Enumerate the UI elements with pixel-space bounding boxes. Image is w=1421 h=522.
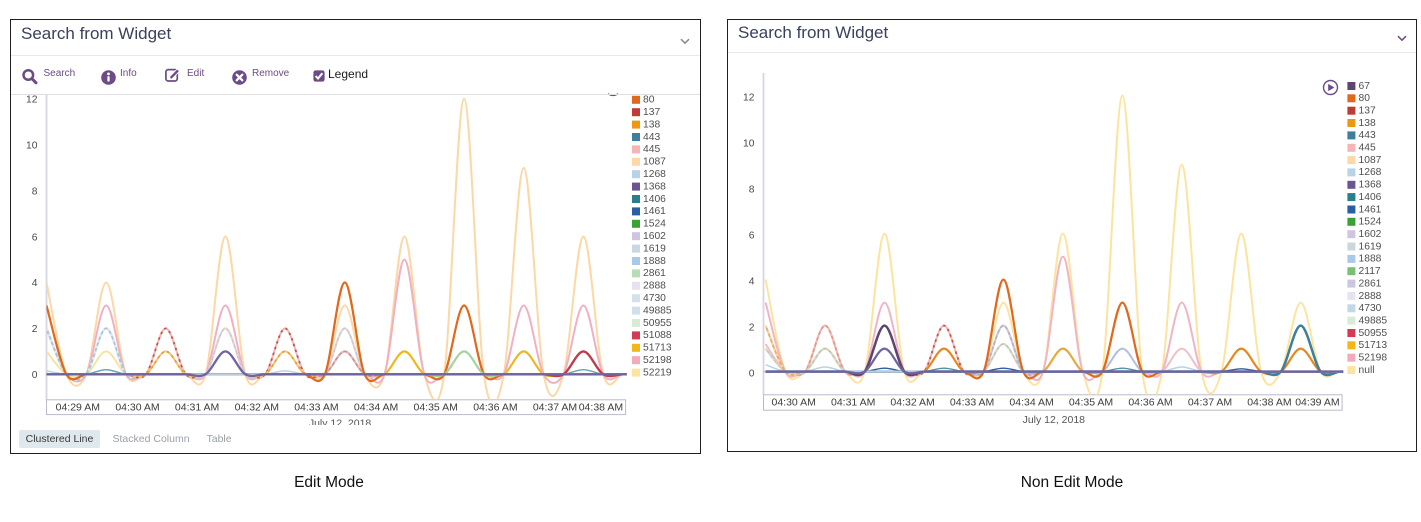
svg-text:2861: 2861 [1359,278,1382,289]
svg-text:52219: 52219 [643,367,672,378]
svg-text:04:36 AM: 04:36 AM [1128,397,1172,409]
svg-text:04:31 AM: 04:31 AM [175,402,219,414]
svg-text:49885: 49885 [1359,315,1388,326]
svg-text:04:37 AM: 04:37 AM [1188,397,1232,409]
svg-text:1461: 1461 [1359,204,1382,215]
svg-text:04:36 AM: 04:36 AM [473,402,517,414]
svg-text:1087: 1087 [643,157,666,168]
svg-text:0: 0 [32,370,38,381]
svg-text:1602: 1602 [643,231,666,242]
svg-text:04:32 AM: 04:32 AM [890,397,934,409]
svg-text:49885: 49885 [643,305,672,316]
svg-text:04:34 AM: 04:34 AM [1009,397,1053,409]
svg-text:04:32 AM: 04:32 AM [235,402,279,414]
svg-text:04:30 AM: 04:30 AM [115,402,159,414]
svg-text:1619: 1619 [643,243,666,254]
svg-text:04:34 AM: 04:34 AM [354,402,398,414]
svg-text:1888: 1888 [643,256,666,267]
svg-text:2888: 2888 [1359,291,1382,302]
svg-text:null: null [1359,365,1375,376]
svg-text:50955: 50955 [1359,328,1388,339]
svg-text:8: 8 [32,186,38,197]
svg-text:2888: 2888 [643,281,666,292]
svg-text:2861: 2861 [643,268,666,279]
svg-text:04:29 AM: 04:29 AM [56,402,100,414]
svg-text:04:33 AM: 04:33 AM [294,402,338,414]
svg-text:1888: 1888 [1359,254,1382,265]
svg-text:1524: 1524 [643,219,666,230]
svg-text:0: 0 [749,368,755,379]
svg-text:1524: 1524 [1359,217,1382,228]
svg-text:52198: 52198 [1359,353,1388,364]
svg-text:1087: 1087 [1359,155,1382,166]
svg-text:1619: 1619 [1359,241,1382,252]
svg-text:4730: 4730 [1359,303,1382,314]
svg-text:80: 80 [643,95,655,106]
svg-text:2117: 2117 [1359,266,1381,277]
svg-text:04:30 AM: 04:30 AM [772,397,816,409]
svg-text:51713: 51713 [643,343,672,354]
svg-text:1268: 1268 [1359,167,1382,178]
svg-text:6: 6 [749,230,755,241]
svg-text:04:35 AM: 04:35 AM [1069,397,1113,409]
svg-text:2: 2 [749,322,755,333]
svg-text:10: 10 [743,138,755,149]
svg-text:04:38 AM: 04:38 AM [1247,397,1291,409]
svg-text:138: 138 [643,119,660,130]
svg-text:443: 443 [1359,130,1376,141]
svg-text:04:39 AM: 04:39 AM [1295,397,1339,409]
svg-text:443: 443 [643,132,660,143]
svg-text:51088: 51088 [643,330,672,341]
svg-text:04:35 AM: 04:35 AM [414,402,458,414]
svg-text:138: 138 [1359,118,1376,129]
svg-text:445: 445 [643,144,660,155]
svg-text:4730: 4730 [643,293,666,304]
svg-text:1406: 1406 [1359,192,1382,203]
svg-text:445: 445 [1359,143,1376,154]
svg-text:6: 6 [32,232,38,243]
svg-text:12: 12 [26,95,38,106]
svg-text:04:31 AM: 04:31 AM [831,397,875,409]
svg-text:1602: 1602 [1359,229,1382,240]
svg-text:04:37 AM: 04:37 AM [533,402,577,414]
svg-text:1406: 1406 [643,194,666,205]
svg-text:04:38 AM: 04:38 AM [579,402,623,414]
svg-text:2: 2 [32,324,38,335]
svg-text:1368: 1368 [1359,180,1382,191]
svg-text:80: 80 [1359,93,1371,104]
svg-text:1368: 1368 [643,181,666,192]
svg-text:1461: 1461 [643,206,666,217]
svg-text:10: 10 [26,141,38,152]
svg-text:July 12, 2018: July 12, 2018 [1023,414,1086,426]
svg-text:67: 67 [1359,81,1371,92]
svg-text:8: 8 [749,184,755,195]
svg-text:12: 12 [743,92,755,103]
svg-text:50955: 50955 [643,318,672,329]
svg-text:52198: 52198 [643,355,672,366]
svg-text:137: 137 [643,107,660,118]
svg-text:137: 137 [1359,106,1376,117]
svg-text:1268: 1268 [643,169,666,180]
svg-text:04:33 AM: 04:33 AM [950,397,994,409]
svg-text:51713: 51713 [1359,340,1388,351]
svg-text:4: 4 [32,278,38,289]
svg-text:4: 4 [749,276,755,287]
